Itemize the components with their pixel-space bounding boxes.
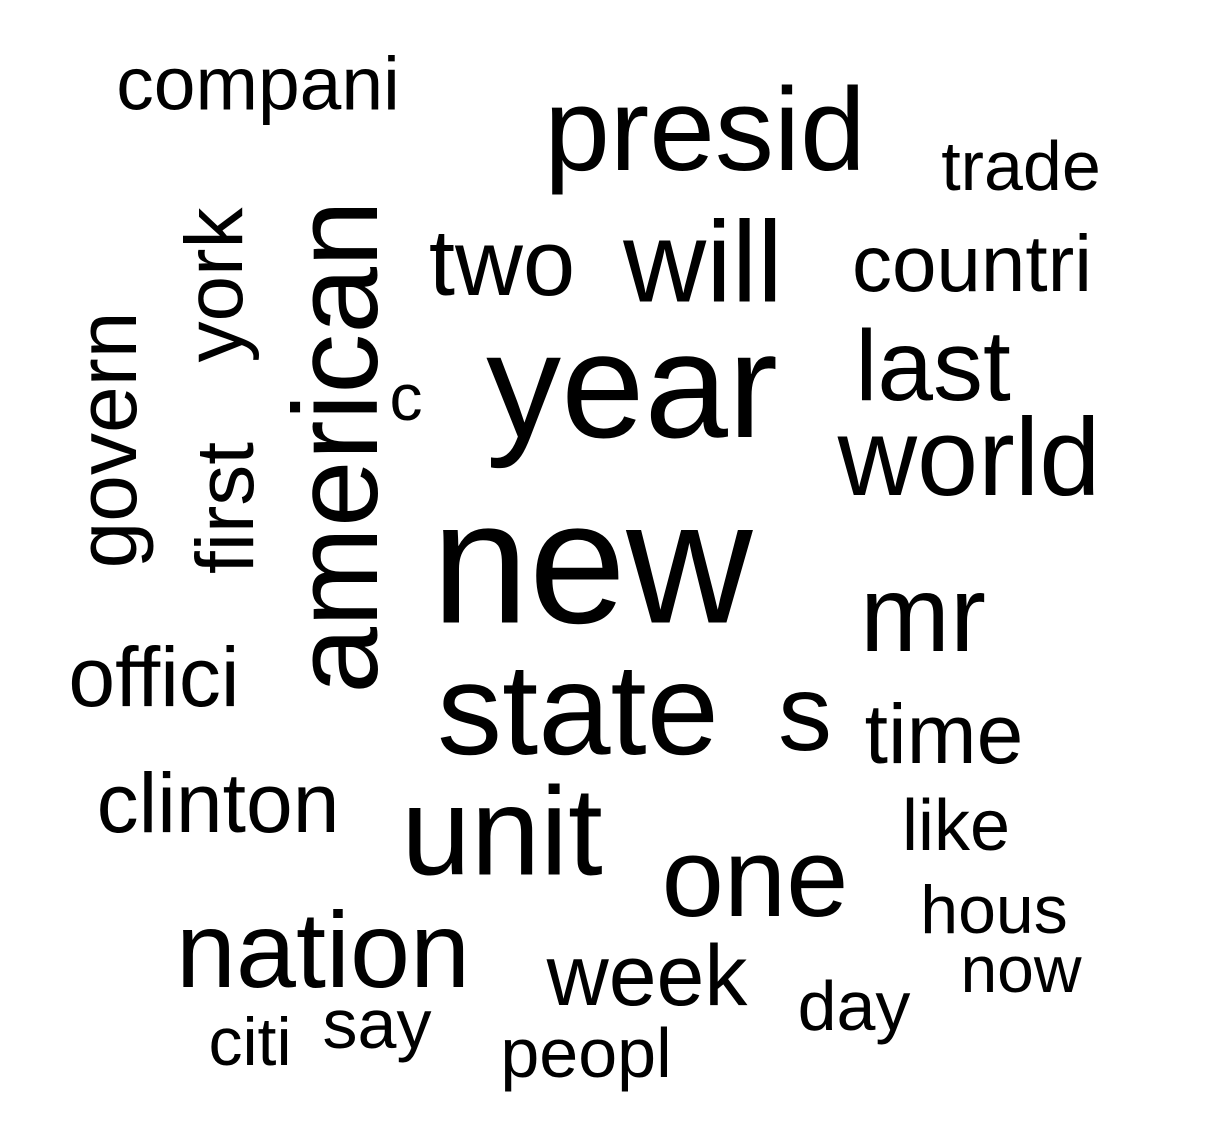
word-s: s [778,652,832,773]
word-presid: presid [544,64,866,196]
word-trade: trade [941,127,1101,205]
word-unit: unit [401,762,603,902]
word-hous: hous [920,872,1068,948]
word-offici: offici [68,630,240,724]
word-new: new [431,465,753,661]
word-last: last [855,310,1011,422]
word-clinton: clinton [96,756,340,850]
word-york: york [169,207,260,363]
word-c: c [389,360,423,434]
word-one: one [661,815,849,940]
word-say: say [322,985,432,1063]
word-nation: nation [175,889,471,1010]
word-will: will [623,198,783,327]
word-week: week [546,928,748,1024]
word-year: year [486,301,778,469]
word-countri: countri [851,219,1093,308]
word-citi: citi [208,1004,292,1080]
word-peopl: peopl [500,1014,672,1092]
word-world: world [837,396,1101,519]
word-like: like [901,786,1011,866]
word-two: two [428,210,576,315]
word-compani: compani [116,41,400,126]
word-american: american [269,200,403,694]
word-state: state [437,636,719,782]
word-govern: govern [60,311,154,569]
word-day: day [797,967,911,1045]
word-mr: mr [860,553,986,674]
word-first: first [180,441,271,575]
word-now: now [960,932,1082,1006]
word-time: time [864,687,1024,781]
